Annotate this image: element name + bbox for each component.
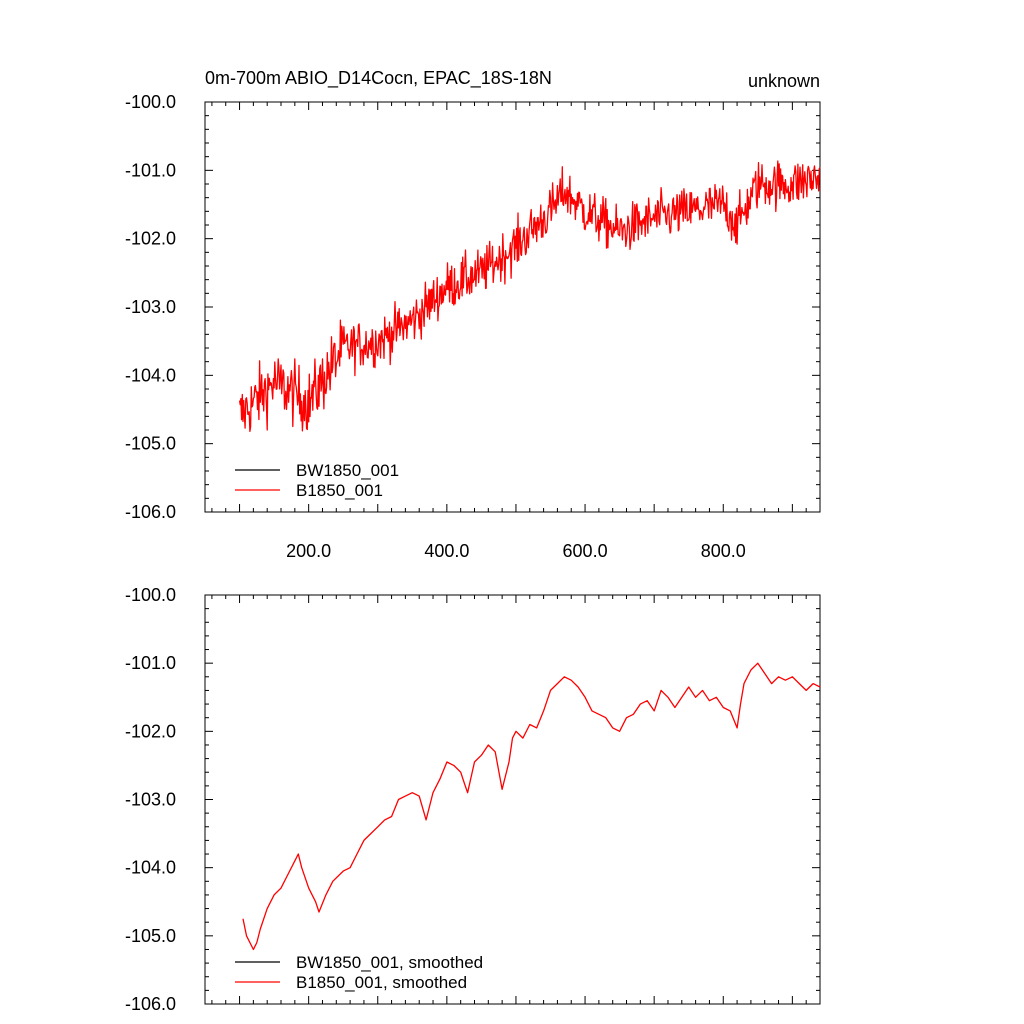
y-tick-label: -102.0	[125, 229, 176, 249]
top-panel: 200.0 400.0 600.0 800.0 -100.0 -101.0 -102.0 -1…	[125, 92, 821, 561]
x-tick-label: 600.0	[563, 541, 608, 561]
legend-label-b1850: B1850_001	[296, 481, 383, 500]
x-tick-label: 800.0	[701, 541, 746, 561]
y-tick-label: -100.0	[125, 585, 176, 605]
y-tick-label: -101.0	[125, 653, 176, 673]
bottom-panel: -100.0 -101.0 -102.0 -103.0 -104.0 -105.0 -106…	[125, 585, 821, 1014]
chart-title: 0m-700m ABIO_D14Cocn, EPAC_18S-18N	[205, 68, 552, 89]
series-line-b1850	[238, 160, 821, 433]
y-tick-label: -104.0	[125, 858, 176, 878]
legend-label-b1850: B1850_001, smoothed	[296, 973, 467, 992]
chart-right-title: unknown	[748, 71, 820, 91]
legend-label-bw1850: BW1850_001	[296, 461, 399, 480]
y-tick-label: -106.0	[125, 502, 176, 522]
y-tick-label: -103.0	[125, 790, 176, 810]
x-tick-label: 400.0	[424, 541, 469, 561]
series-line-b1850	[242, 662, 821, 951]
plot-frame	[204, 101, 821, 513]
y-tick-label: -101.0	[125, 160, 176, 180]
y-tick-label: -105.0	[125, 926, 176, 946]
plot-frame	[204, 594, 821, 1005]
y-tick-label: -105.0	[125, 434, 176, 454]
y-tick-label: -104.0	[125, 365, 176, 385]
y-tick-label: -106.0	[125, 994, 176, 1014]
y-tick-label: -100.0	[125, 92, 176, 112]
y-tick-label: -103.0	[125, 297, 176, 317]
legend-label-bw1850: BW1850_001, smoothed	[296, 953, 483, 972]
y-tick-label: -102.0	[125, 721, 176, 741]
x-tick-label: 200.0	[286, 541, 331, 561]
